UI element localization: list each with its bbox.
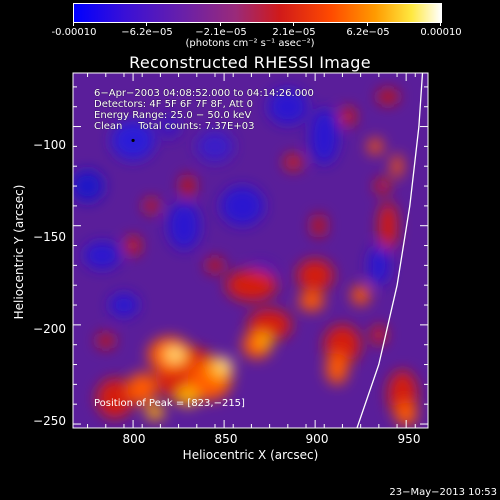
colorbar [73, 3, 442, 23]
annotation-counts: Clean Total counts: 7.37E+03 [94, 121, 255, 132]
emission-blob [326, 352, 348, 385]
x-tick-label: 850 [214, 432, 238, 446]
emission-blob [168, 349, 182, 360]
y-tick-label: −100 [33, 138, 66, 152]
emission-blob [367, 245, 390, 286]
emission-blob [109, 293, 139, 317]
peak-position-label: Position of Peak = [823,−215] [94, 398, 245, 409]
x-tick-label: 800 [122, 432, 146, 446]
emission-blob [220, 186, 265, 226]
cb-tickmark [73, 22, 74, 26]
cb-tickmark [440, 22, 441, 26]
emission-blob [176, 386, 199, 407]
emission-blob [205, 257, 225, 274]
emission-blob [375, 178, 390, 194]
emission-blob [391, 154, 403, 179]
cb-tickmark [146, 22, 147, 26]
emission-blob [311, 213, 327, 238]
y-tick-label: −250 [33, 414, 66, 428]
emission-blob [83, 241, 121, 270]
annotation-energy: Energy Range: 25.0 − 50.0 keV [94, 110, 252, 121]
emission-blob [218, 358, 230, 371]
colorbar-ticks [73, 22, 442, 27]
colorbar-units: (photons cm⁻² s⁻¹ asec⁻²) [185, 38, 315, 49]
emission-blob [267, 88, 308, 125]
solar-limb [356, 73, 424, 428]
colorbar-tick-label: -0.00010 [51, 27, 97, 38]
emission-blob [340, 106, 356, 127]
emission-blob [96, 332, 115, 349]
colorbar-tick-label: 2.1e−05 [272, 27, 316, 38]
emission-blob [367, 138, 383, 155]
colorbar-tick-label: 0.00010 [420, 27, 462, 38]
emission-blob [377, 88, 399, 105]
x-axis-label: Heliocentric X (arcsec) [182, 448, 319, 462]
emission-blob [225, 269, 277, 302]
cb-tickmark [293, 22, 294, 26]
annotation-time-range: 6−Apr−2003 04:08:52.000 to 04:14:26.000 [94, 88, 314, 99]
annotation-detectors: Detectors: 4F 5F 6F 7F 8F, Att 0 [94, 99, 254, 110]
x-tick-label: 900 [305, 432, 329, 446]
plot-frame [72, 72, 429, 429]
cb-tickmark [367, 22, 368, 26]
emission-blob [196, 130, 234, 163]
y-axis-label: Heliocentric Y (arcsec) [12, 184, 26, 320]
emission-blob [284, 154, 303, 171]
axis-ticks [73, 73, 428, 428]
emission-blob [73, 170, 104, 202]
emission-blob [158, 114, 181, 139]
heatmap [73, 73, 428, 428]
emission-blob [256, 332, 272, 349]
minimum-marker [131, 138, 135, 143]
emission-blob [395, 402, 418, 427]
emission-blob [296, 259, 334, 292]
emission-blob [378, 201, 398, 250]
colorbar-tick-label: −2.1e−05 [195, 27, 247, 38]
emission-blob [167, 201, 201, 250]
emission-blob [298, 291, 325, 311]
emission-blob [145, 404, 165, 421]
cb-tickmark [220, 22, 221, 26]
y-tick-label: −200 [33, 322, 66, 336]
timestamp: 23−May−2013 10:53 [389, 487, 497, 498]
colorbar-tick-label: 6.2e−05 [346, 27, 390, 38]
emission-blob [125, 235, 141, 256]
emission-blob [180, 174, 195, 198]
emission-blob [144, 197, 159, 214]
emission-blob [309, 108, 339, 165]
emission-blob [351, 285, 370, 306]
x-tick-label: 950 [397, 432, 421, 446]
chart-title: Reconstructed RHESSI Image [129, 53, 371, 72]
emission-blob [127, 372, 157, 405]
emission-blob [371, 324, 387, 345]
colorbar-tick-label: −6.2e−05 [121, 27, 173, 38]
emission-blob [96, 378, 134, 419]
y-tick-label: −150 [33, 230, 66, 244]
